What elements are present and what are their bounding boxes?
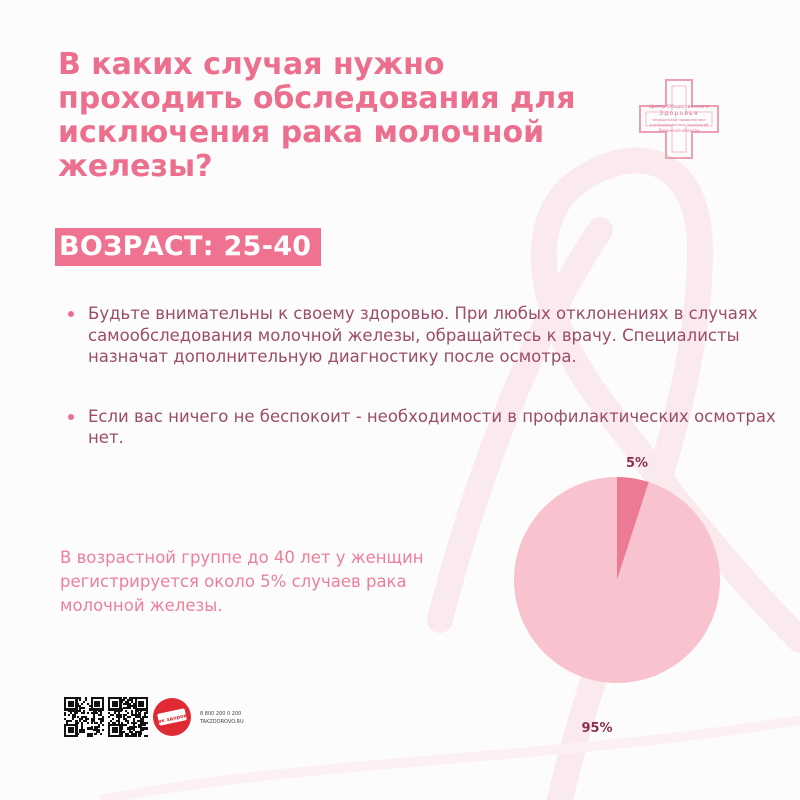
logo-line-5: Рязанской области	[659, 128, 699, 133]
pie-slice-small	[617, 477, 649, 580]
hotline-site: TAKZDOROVO.RU	[200, 719, 244, 725]
statistic-text: В возрастной группе до 40 лет у женщин р…	[60, 548, 424, 615]
bullet-dot-icon	[68, 413, 74, 420]
hotline-phone: 8 800 200 0 200	[200, 711, 242, 717]
pie-label-small: 5%	[626, 456, 648, 471]
logo-line-4: и информационных технологий	[650, 123, 709, 127]
pie-slice-large	[514, 477, 720, 683]
recommendation-list: Будьте внимательны к своему здоровью. Пр…	[66, 303, 776, 449]
logo-line-2: Здоровья	[659, 110, 698, 117]
list-item-text: Если вас ничего не беспокоит - необходим…	[88, 406, 776, 448]
list-item: Если вас ничего не беспокоит - необходим…	[66, 406, 776, 449]
qr-code-2	[108, 697, 149, 738]
pie-label-large: 95%	[581, 721, 612, 736]
logo-line-3: медицинской профилактики	[652, 118, 705, 122]
age-badge: ВОЗРАСТ: 25-40	[55, 228, 322, 266]
bullet-dot-icon	[68, 311, 74, 317]
pie-chart: 5% 95%	[514, 456, 720, 736]
qr-code-1	[64, 697, 105, 738]
hotline-info: 8 800 200 0 200 TAKZDOROVO.RU	[200, 710, 244, 726]
logo-line-1: Центр Общественного	[649, 104, 709, 110]
hotline-badge: Так здорово	[153, 698, 191, 736]
list-item: Будьте внимательны к своему здоровью. Пр…	[66, 303, 776, 368]
page-title: В каких случая нужно проходить обследова…	[58, 47, 576, 184]
pie-slices	[514, 477, 720, 683]
health-center-logo: Центр Общественного Здоровья медицинской…	[639, 79, 719, 159]
list-item-text: Будьте внимательны к своему здоровью. Пр…	[88, 304, 758, 366]
